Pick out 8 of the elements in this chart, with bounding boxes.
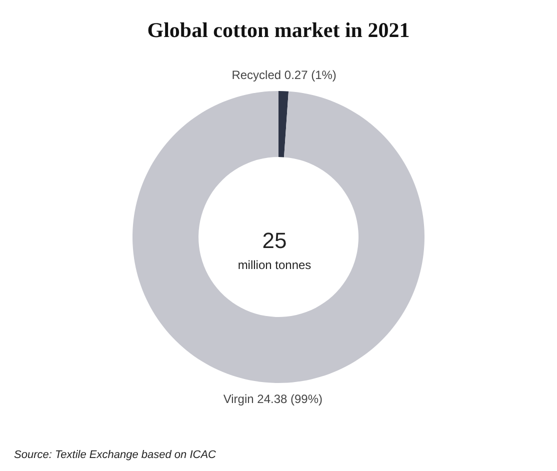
text: million tonnes — [238, 258, 312, 272]
donut-slice — [132, 91, 424, 383]
donut-slice — [278, 91, 289, 158]
slice-label: Recycled 0.27 (1%) — [232, 68, 336, 82]
chart-title: Global cotton market in 2021 — [147, 18, 410, 42]
slice-label: Virgin 24.38 (99%) — [223, 392, 323, 406]
source-note: Source: Textile Exchange based on ICAC — [14, 449, 216, 461]
text: 25 — [262, 228, 287, 253]
